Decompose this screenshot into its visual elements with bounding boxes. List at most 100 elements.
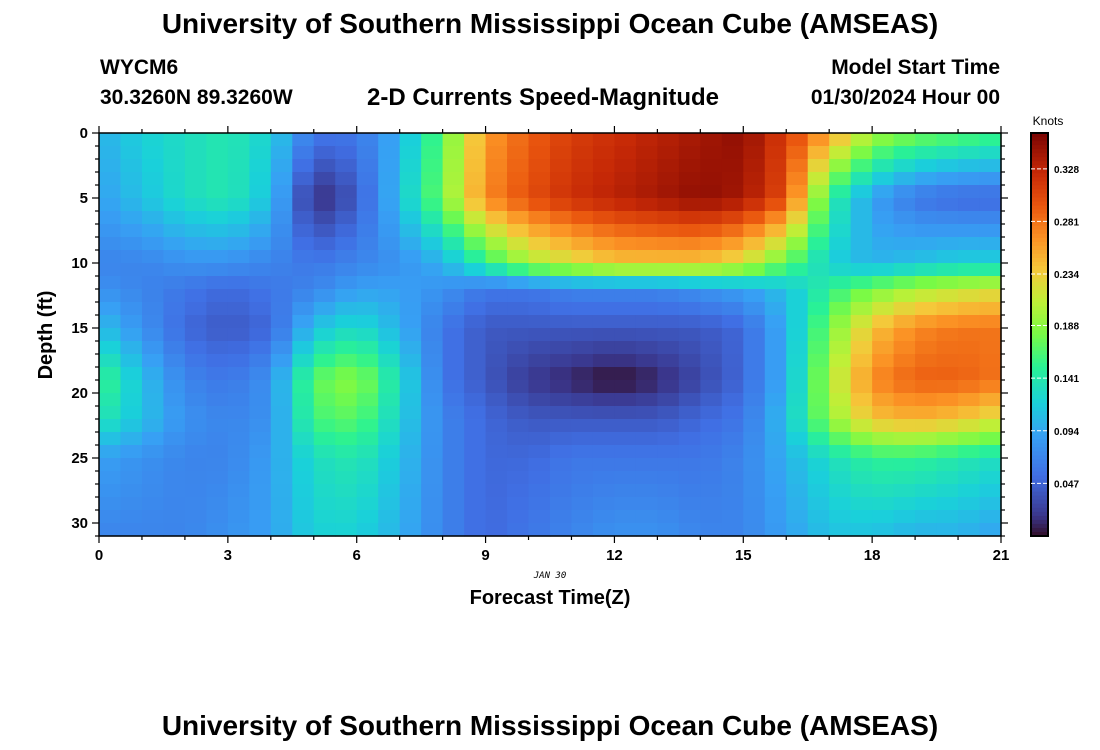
heatmap-cell	[743, 159, 766, 173]
heatmap-cell	[893, 354, 916, 368]
heatmap-cell	[915, 146, 938, 160]
heatmap-cell	[442, 133, 465, 147]
heatmap-cell	[678, 432, 701, 446]
heatmap-cell	[399, 380, 422, 394]
heatmap-cell	[184, 445, 207, 459]
heatmap-cell	[99, 393, 122, 407]
heatmap-cell	[721, 159, 744, 173]
heatmap-cell	[227, 172, 250, 186]
heatmap-cell	[764, 523, 787, 537]
heatmap-cell	[313, 510, 336, 524]
heatmap-cell	[678, 224, 701, 238]
heatmap-cell	[678, 471, 701, 485]
heatmap-cell	[979, 406, 1002, 420]
heatmap-cell	[99, 159, 122, 173]
heatmap-cell	[592, 497, 616, 511]
heatmap-cell	[700, 198, 723, 212]
heatmap-cell	[184, 510, 207, 524]
heatmap-cell	[421, 224, 444, 238]
heatmap-cell	[829, 471, 852, 485]
heatmap-cell	[378, 159, 401, 173]
heatmap-cell	[270, 198, 293, 212]
heatmap-cell	[442, 146, 465, 160]
heatmap-cell	[184, 159, 207, 173]
heatmap-cell	[872, 523, 895, 537]
heatmap-cell	[807, 393, 830, 407]
heatmap-cell	[743, 198, 766, 212]
heatmap-cell	[786, 367, 809, 381]
heatmap-cell	[764, 471, 787, 485]
heatmap-cell	[206, 406, 229, 420]
heatmap-cell	[614, 315, 637, 329]
heatmap-cell	[571, 458, 594, 472]
heatmap-cell	[829, 328, 852, 342]
heatmap-cell	[915, 198, 938, 212]
heatmap-cell	[421, 159, 444, 173]
heatmap-cell	[743, 523, 766, 537]
heatmap-cell	[592, 263, 616, 277]
heatmap-cell	[936, 510, 959, 524]
heatmap-cell	[378, 393, 401, 407]
heatmap-cell	[721, 146, 744, 160]
heatmap-cell	[313, 198, 336, 212]
heatmap-cell	[829, 263, 852, 277]
heatmap-cell	[829, 393, 852, 407]
colorbar-segment	[1031, 443, 1048, 448]
heatmap-cell	[442, 497, 465, 511]
heatmap-cell	[743, 367, 766, 381]
heatmap-cell	[850, 250, 873, 264]
heatmap-cell	[313, 484, 336, 498]
heatmap-cell	[163, 328, 186, 342]
heatmap-cell	[700, 354, 723, 368]
colorbar-segment	[1031, 270, 1048, 275]
heatmap-cell	[99, 471, 122, 485]
heatmap-cell	[592, 198, 616, 212]
heatmap-cell	[249, 172, 272, 186]
colorbar-segment	[1031, 370, 1048, 376]
heatmap-cell	[786, 354, 809, 368]
heatmap-cell	[979, 328, 1002, 342]
colorbar-segment	[1031, 237, 1048, 243]
heatmap-cell	[592, 341, 616, 355]
heatmap-cell	[120, 432, 143, 446]
heatmap-cell	[442, 393, 465, 407]
heatmap-cell	[507, 224, 530, 238]
heatmap-cell	[829, 211, 852, 225]
heatmap-cell	[292, 406, 315, 420]
heatmap-cell	[872, 406, 895, 420]
colorbar-segment	[1031, 229, 1048, 235]
heatmap-cell	[786, 523, 809, 537]
colorbar-segment	[1031, 503, 1048, 509]
heatmap-cell	[313, 406, 336, 420]
heatmap-cell	[141, 185, 165, 199]
heatmap-cell	[163, 198, 186, 212]
heatmap-cell	[700, 250, 723, 264]
heatmap-cell	[571, 263, 594, 277]
heatmap-cell	[829, 432, 852, 446]
heatmap-cell	[249, 289, 272, 303]
heatmap-cell	[979, 146, 1002, 160]
heatmap-cell	[399, 341, 422, 355]
heatmap-cell	[893, 341, 916, 355]
heatmap-cell	[141, 328, 165, 342]
heatmap-cell	[657, 510, 680, 524]
heatmap-cell	[227, 302, 250, 316]
heatmap-cell	[700, 419, 723, 433]
heatmap-cell	[356, 510, 379, 524]
model-start-label: Model Start Time	[831, 56, 1000, 79]
heatmap-cell	[571, 315, 594, 329]
heatmap-cell	[571, 406, 594, 420]
colorbar-segment	[1031, 318, 1048, 324]
heatmap-cell	[227, 484, 250, 498]
heatmap-cell	[227, 419, 250, 433]
heatmap-cell	[270, 159, 293, 173]
heatmap-cell	[721, 224, 744, 238]
colorbar-segment	[1031, 334, 1048, 340]
heatmap-cell	[764, 198, 787, 212]
heatmap-cell	[141, 263, 165, 277]
heatmap-cell	[979, 510, 1002, 524]
heatmap-cell	[807, 211, 830, 225]
heatmap-cell	[786, 315, 809, 329]
heatmap-cell	[807, 146, 830, 160]
heatmap-cell	[120, 458, 143, 472]
